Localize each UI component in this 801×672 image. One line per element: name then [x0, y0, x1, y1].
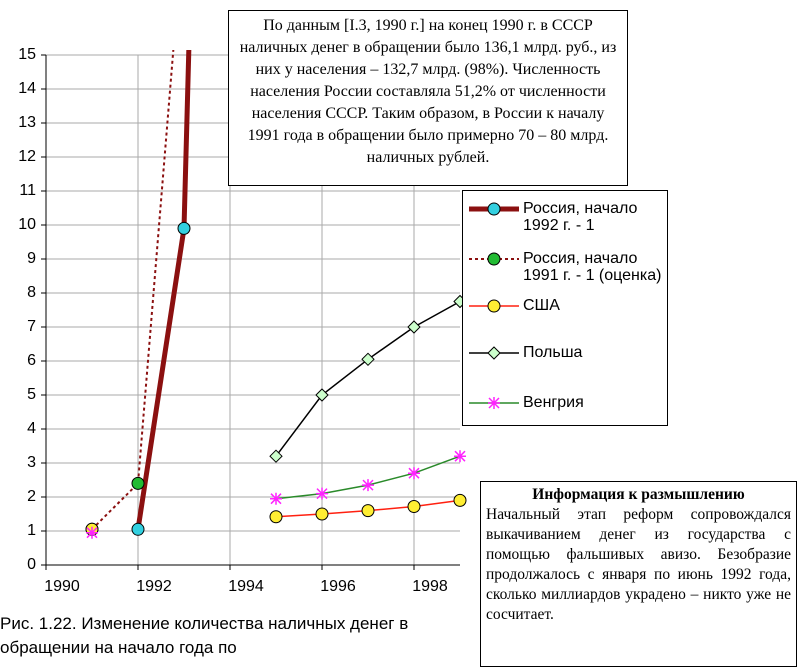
marker — [269, 510, 283, 524]
marker — [407, 320, 421, 334]
series-line — [275, 300, 461, 457]
marker — [361, 504, 375, 518]
y-tick-label: 2 — [27, 488, 36, 505]
y-tick-label: 11 — [19, 182, 36, 199]
y-tick-label: 13 — [18, 114, 36, 131]
y-tick-label: 6 — [27, 352, 36, 369]
marker — [454, 450, 466, 463]
info-box: Информация к размышлению Начальный этап … — [480, 481, 797, 667]
x-tick-label: 1992 — [136, 578, 172, 595]
marker — [131, 476, 145, 490]
marker — [487, 252, 501, 266]
legend: Россия, начало 1992 г. - 1 Россия, начало… — [462, 190, 668, 426]
marker — [407, 500, 421, 514]
marker — [270, 492, 282, 505]
legend-label: Венгрия — [523, 394, 584, 411]
marker — [131, 522, 145, 536]
marker — [408, 467, 420, 480]
legend-label: Россия, начало 1991 г. - 1 (оценка) — [523, 250, 662, 284]
y-tick-label: 8 — [27, 284, 36, 301]
marker — [487, 346, 501, 360]
marker — [177, 221, 191, 235]
marker — [316, 487, 328, 500]
info-title: Информация к размышлению — [532, 486, 745, 503]
marker — [453, 493, 467, 507]
marker — [362, 479, 374, 492]
legend-label: США — [523, 297, 560, 314]
marker — [487, 299, 501, 313]
y-tick-label: 12 — [18, 148, 36, 165]
y-tick-label: 1 — [27, 522, 36, 539]
legend-label: Польша — [523, 344, 583, 361]
marker — [361, 352, 375, 367]
y-tick-label: 14 — [18, 80, 36, 97]
x-tick-label: 1998 — [412, 578, 448, 595]
info-text: Начальный этап реформ сопровождался выка… — [486, 506, 791, 623]
marker — [315, 507, 329, 521]
marker — [487, 202, 501, 216]
y-tick-label: 9 — [27, 250, 36, 267]
y-tick-label: 15 — [18, 46, 36, 63]
plot-area — [85, 50, 467, 539]
marker — [488, 397, 500, 409]
series-line — [135, 50, 192, 530]
note-text: По данным [I.3, 1990 г.] на конец 1990 г… — [239, 17, 617, 166]
x-tick-label: 1990 — [44, 578, 80, 595]
y-tick-label: 10 — [18, 216, 36, 233]
legend-symbols — [469, 202, 519, 409]
marker — [315, 388, 329, 402]
marker — [86, 526, 98, 539]
y-tick-label: 4 — [27, 420, 36, 437]
y-tick-label: 5 — [27, 386, 36, 403]
x-tick-label: 1994 — [228, 578, 264, 595]
note-box: По данным [I.3, 1990 г.] на конец 1990 г… — [228, 10, 628, 186]
y-tick-label: 3 — [27, 454, 36, 471]
marker — [269, 449, 283, 463]
caption: Рис. 1.22. Изменение количества наличных… — [0, 614, 409, 657]
x-tick-label: 1996 — [320, 578, 356, 595]
y-tick-label: 7 — [27, 318, 36, 335]
legend-label: Россия, начало 1992 г. - 1 — [523, 200, 638, 234]
y-tick-label: 0 — [27, 556, 36, 573]
